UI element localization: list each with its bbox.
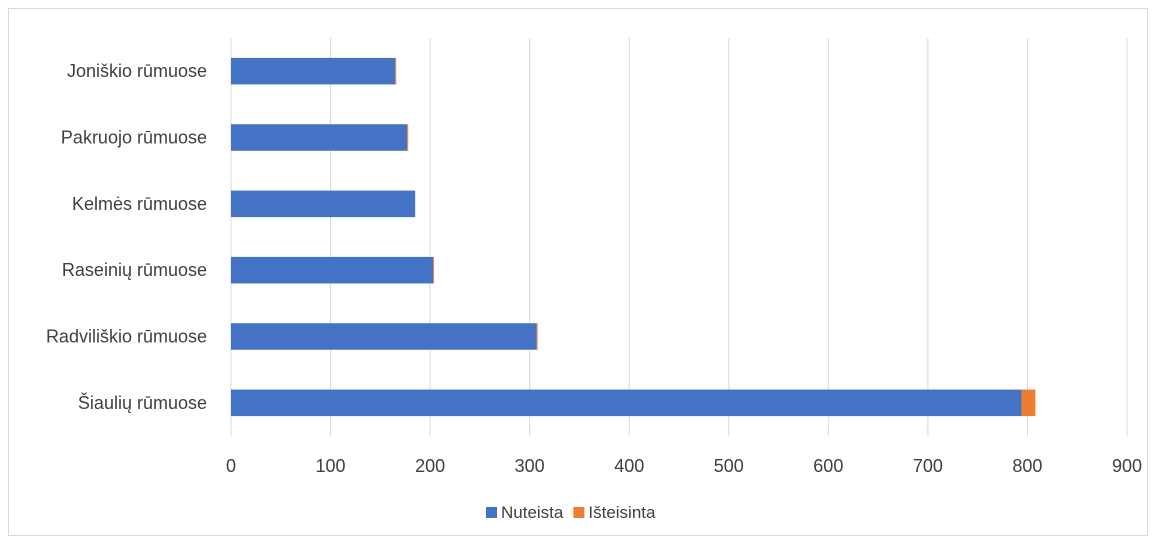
category-label: Raseinių rūmuose bbox=[62, 260, 207, 280]
legend-swatch bbox=[573, 507, 585, 518]
bar-išteisinta bbox=[536, 323, 538, 350]
x-tick-label: 100 bbox=[316, 456, 346, 476]
x-tick-label: 0 bbox=[226, 456, 236, 476]
legend-label: Išteisinta bbox=[588, 503, 656, 522]
category-label: Šiaulių rūmuose bbox=[78, 392, 207, 413]
x-tick-label: 200 bbox=[415, 456, 445, 476]
legend-swatch bbox=[486, 507, 497, 518]
x-tick-label: 300 bbox=[515, 456, 545, 476]
bar-išteisinta bbox=[395, 57, 397, 85]
gridlines bbox=[230, 38, 1128, 436]
bar-nuteista bbox=[231, 256, 434, 284]
x-tick-label: 700 bbox=[913, 456, 943, 476]
category-label: Pakruojo rūmuose bbox=[61, 128, 207, 148]
bar-nuteista bbox=[231, 57, 396, 85]
x-tick-label: 400 bbox=[614, 456, 644, 476]
bar-nuteista bbox=[231, 389, 1022, 417]
category-label: Radviliškio rūmuose bbox=[46, 327, 207, 347]
bar-išteisinta bbox=[407, 124, 409, 151]
x-tick-label: 800 bbox=[1012, 456, 1042, 476]
bar-išteisinta bbox=[1021, 389, 1036, 417]
category-label: Joniškio rūmuose bbox=[67, 61, 207, 81]
x-axis-tick-labels: 0 100 200 300 400 500 600 700 800 900 bbox=[226, 456, 1142, 476]
bars bbox=[231, 57, 1036, 417]
bar-nuteista bbox=[231, 323, 537, 350]
legend-label: Nuteista bbox=[501, 503, 564, 522]
bar-nuteista bbox=[231, 124, 408, 151]
category-label: Kelmės rūmuose bbox=[72, 194, 207, 214]
x-tick-label: 900 bbox=[1112, 456, 1142, 476]
chart-frame bbox=[8, 8, 1148, 536]
x-tick-label: 500 bbox=[714, 456, 744, 476]
bar-išteisinta bbox=[433, 256, 435, 284]
bar-nuteista bbox=[231, 190, 416, 218]
x-tick-label: 600 bbox=[813, 456, 843, 476]
category-labels: Joniškio rūmuose Pakruojo rūmuose Kelmės r… bbox=[46, 61, 207, 413]
legend: Nuteista Išteisinta bbox=[486, 503, 656, 522]
